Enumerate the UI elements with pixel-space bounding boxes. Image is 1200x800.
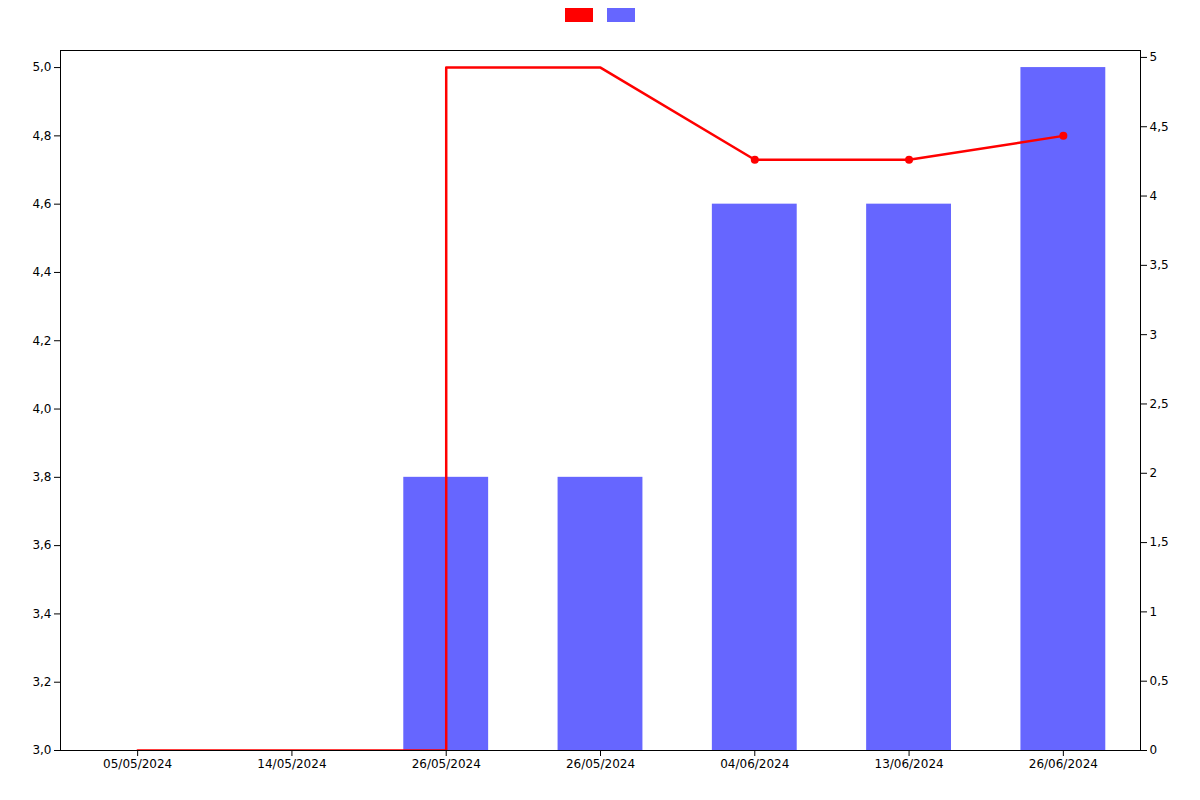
svg-text:4,2: 4,2 xyxy=(32,334,51,348)
svg-text:1: 1 xyxy=(1150,605,1158,619)
svg-text:3,5: 3,5 xyxy=(1150,258,1169,272)
svg-text:4,0: 4,0 xyxy=(32,402,51,416)
svg-text:3,4: 3,4 xyxy=(32,607,51,621)
svg-text:5,0: 5,0 xyxy=(32,60,51,74)
svg-text:4: 4 xyxy=(1150,189,1158,203)
svg-text:3,8: 3,8 xyxy=(32,470,51,484)
svg-text:4,8: 4,8 xyxy=(32,129,51,143)
svg-text:5: 5 xyxy=(1150,50,1158,64)
svg-text:2,5: 2,5 xyxy=(1150,397,1169,411)
svg-text:04/06/2024: 04/06/2024 xyxy=(720,757,789,771)
svg-text:26/05/2024: 26/05/2024 xyxy=(566,757,635,771)
svg-text:1,5: 1,5 xyxy=(1150,535,1169,549)
svg-text:3,6: 3,6 xyxy=(32,538,51,552)
svg-text:26/05/2024: 26/05/2024 xyxy=(412,757,481,771)
svg-text:3,2: 3,2 xyxy=(32,675,51,689)
svg-text:26/06/2024: 26/06/2024 xyxy=(1029,757,1098,771)
svg-text:05/05/2024: 05/05/2024 xyxy=(103,757,172,771)
svg-text:4,6: 4,6 xyxy=(32,197,51,211)
svg-text:4,5: 4,5 xyxy=(1150,120,1169,134)
svg-text:13/06/2024: 13/06/2024 xyxy=(874,757,943,771)
svg-text:4,4: 4,4 xyxy=(32,265,51,279)
svg-text:0: 0 xyxy=(1150,743,1158,757)
svg-text:0,5: 0,5 xyxy=(1150,674,1169,688)
svg-text:3,0: 3,0 xyxy=(32,743,51,757)
svg-text:3: 3 xyxy=(1150,327,1158,341)
svg-text:14/05/2024: 14/05/2024 xyxy=(257,757,326,771)
svg-text:2: 2 xyxy=(1150,466,1158,480)
